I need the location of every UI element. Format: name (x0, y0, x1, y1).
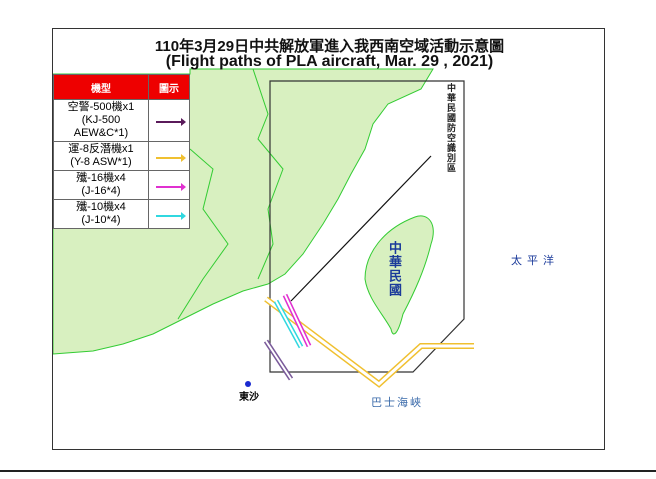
j16-path-inner (284, 294, 310, 347)
legend-text: (J-16*4) (81, 185, 121, 197)
title-zh: 110年3月29日中共解放軍進入我西南空域活動示意圖 (154, 38, 505, 55)
legend-text: 殲-16機x4 (76, 172, 126, 184)
taiwan-island (364, 215, 434, 335)
legend-text: (Y-8 ASW*1) (70, 156, 132, 168)
legend-text: 空警-500機x1 (67, 101, 135, 113)
kj500-path-inner (265, 340, 292, 380)
legend-row: 空警-500機x1 (KJ-500 AEW&C*1) (53, 99, 191, 142)
median-line (290, 155, 432, 302)
title-en: (Flight paths of PLA aircraft, Mar. 29 ,… (165, 53, 494, 70)
legend-text: 殲-10機x4 (76, 201, 126, 213)
legend-row: 殲-10機x4 (J-10*4) (53, 199, 191, 229)
legend: 機型 圖示 空警-500機x1 (KJ-500 AEW&C*1) 運-8反潛機x1 (Y… (53, 74, 191, 229)
arrow-icon (155, 153, 186, 162)
j10-path-inner (275, 300, 302, 348)
arrow-icon (155, 211, 186, 220)
pacific-label: 太平洋 (511, 255, 559, 267)
legend-header-icon: 圖示 (147, 74, 191, 100)
legend-text: (KJ-500 (81, 114, 121, 126)
bottom-divider (0, 470, 656, 472)
y8-path-inner (265, 297, 474, 386)
legend-text: (J-10*4) (81, 214, 121, 226)
taiwan-label: 中華民國 (387, 241, 402, 297)
province-border (177, 148, 229, 320)
bashi-label: 巴士海峽 (371, 397, 423, 409)
legend-text: AEW&C*1) (73, 127, 129, 139)
legend-row: 殲-16機x4 (J-16*4) (53, 170, 191, 200)
legend-row: 運-8反潛機x1 (Y-8 ASW*1) (53, 141, 191, 171)
dongsha-label: 東沙 (239, 392, 259, 403)
arrow-icon (155, 118, 186, 126)
dongsha-marker (245, 381, 251, 387)
province-border (252, 68, 284, 280)
legend-text: 運-8反潛機x1 (68, 143, 134, 155)
adiz-label: 中華民國防空識別區 (446, 83, 456, 173)
arrow-icon (155, 182, 186, 191)
map-frame: 110年3月29日中共解放軍進入我西南空域活動示意圖 (Flight paths… (52, 28, 605, 450)
legend-header-type: 機型 (53, 74, 149, 100)
